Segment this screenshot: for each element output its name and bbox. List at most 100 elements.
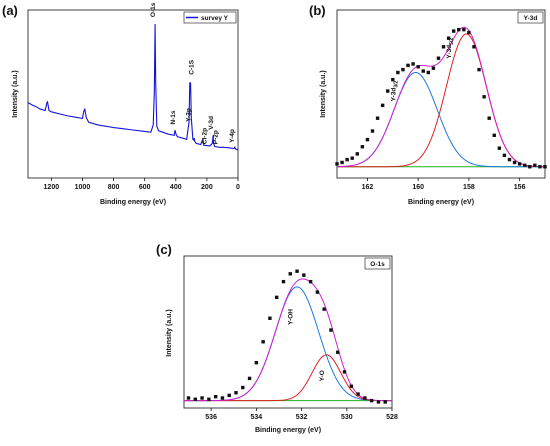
panel-c-x-tick-label: 536 xyxy=(205,414,217,421)
panel-c-x-tick-label: 530 xyxy=(341,414,353,421)
panel-c-xlabel: Binding energy (eV) xyxy=(255,427,321,434)
panel-a-x-tick-label: 800 xyxy=(108,184,120,191)
data-point xyxy=(247,376,252,381)
panel-a-x-tick-label: 1200 xyxy=(44,184,60,191)
panel-a-legend: survey Y xyxy=(183,11,237,24)
y-3d5-2-fit-line xyxy=(337,33,546,168)
panel-a-frame xyxy=(27,9,239,179)
y-o-fit-line xyxy=(184,354,392,402)
data-point xyxy=(363,396,367,400)
data-point xyxy=(472,45,476,49)
data-point xyxy=(186,396,191,400)
data-point xyxy=(416,65,420,69)
data-point xyxy=(446,36,451,40)
data-point xyxy=(375,116,380,120)
panel-c-label: (c) xyxy=(156,242,172,257)
panel-a: (a) 1200 1000 800 600 400 200 0 O-1s C-1S N-1s Y-… xyxy=(2,2,240,206)
data-point xyxy=(462,27,466,32)
data-point xyxy=(342,370,347,374)
panel-b-label: (b) xyxy=(309,3,326,18)
data-point xyxy=(436,56,441,60)
data-point xyxy=(507,157,512,162)
panel-a-x-tick-label: 200 xyxy=(201,184,213,191)
data-point xyxy=(380,103,385,108)
data-point xyxy=(365,137,370,142)
data-point xyxy=(302,273,306,277)
survey-y-line xyxy=(27,24,239,151)
data-point xyxy=(349,384,354,388)
panel-b-x-tick-label: 162 xyxy=(362,184,374,191)
data-point xyxy=(502,153,507,158)
data-point xyxy=(220,396,225,400)
panel-a-xlabel: Binding energy (eV) xyxy=(100,199,166,206)
data-point xyxy=(421,69,425,73)
data-point xyxy=(355,152,359,156)
peak-label-n-1s: N-1s xyxy=(170,110,177,124)
data-point xyxy=(207,397,211,402)
panel-c-x-tick-label: 534 xyxy=(251,414,263,421)
panel-b-frame xyxy=(336,9,546,179)
panel-a-peak-labels: O-1s C-1S N-1s Y-3p Cl-2pV-3dP-2p Y-4p xyxy=(150,2,236,144)
data-point xyxy=(261,340,265,344)
data-point xyxy=(492,133,496,138)
data-point xyxy=(467,30,471,35)
data-point xyxy=(200,396,204,400)
peak-label-y-3d3-2: Y-3d3/2 xyxy=(390,80,399,101)
panel-a-ylabel: Intensity (a.u.) xyxy=(12,70,19,117)
data-point xyxy=(441,45,446,49)
panel-b-title-frame xyxy=(517,11,544,24)
data-point xyxy=(360,145,365,149)
data-point xyxy=(370,129,375,133)
data-point xyxy=(336,350,340,354)
panel-b-title-box: Y-3d xyxy=(517,11,544,24)
data-point xyxy=(345,157,349,162)
data-point xyxy=(396,70,400,75)
panel-c-x-ticks: 536 534 532 530 528 xyxy=(205,408,398,421)
data-point xyxy=(213,394,218,399)
data-point xyxy=(376,400,381,404)
peak-label-v-3d: V-3d xyxy=(208,116,215,130)
peak-label-p-2p: P-2p xyxy=(212,130,219,144)
data-point xyxy=(457,27,461,32)
data-point xyxy=(350,156,354,160)
data-point xyxy=(268,316,272,320)
data-point xyxy=(401,67,405,72)
panel-b-x-ticks: 162 160 158 156 xyxy=(362,178,526,191)
peak-label-y-o: Y-O xyxy=(319,370,326,381)
legend-box xyxy=(183,11,237,24)
data-point xyxy=(451,29,456,33)
data-point xyxy=(543,165,547,169)
data-point xyxy=(335,162,339,166)
peak-label-y-3d5-2: Y-3d5/2 xyxy=(446,38,455,59)
data-point xyxy=(329,328,333,332)
legend-entry-survey-y: survey Y xyxy=(201,15,229,22)
panel-c-x-tick-label: 532 xyxy=(296,414,308,421)
panel-c: (c) 536 534 532 530 528 O-1s Y-OH Y-O Binding… xyxy=(156,242,398,434)
data-point xyxy=(538,165,542,169)
data-point xyxy=(426,70,431,75)
panel-c-frame xyxy=(183,255,393,409)
data-point xyxy=(295,269,299,273)
y-oh-fit-line xyxy=(184,286,393,402)
peak-label-cl-2p: Cl-2p xyxy=(201,128,208,144)
panel-b-x-tick-label: 160 xyxy=(412,184,424,191)
data-point xyxy=(322,307,326,311)
panel-b-title: Y-3d xyxy=(524,15,538,22)
panel-c-x-tick-label: 528 xyxy=(386,414,398,421)
data-point xyxy=(517,162,522,166)
data-point xyxy=(227,393,231,398)
panel-a-x-ticks: 1200 1000 800 600 400 200 0 xyxy=(44,178,240,191)
y-3d3-2-fit-line xyxy=(336,72,545,168)
data-point xyxy=(512,160,517,165)
data-point xyxy=(193,397,198,402)
panel-a-x-tick-label: 0 xyxy=(236,184,240,191)
data-point xyxy=(487,116,491,120)
panel-b-data-points xyxy=(335,27,547,169)
panel-a-label: (a) xyxy=(2,3,18,18)
panel-b-x-tick-label: 158 xyxy=(463,184,475,191)
data-point xyxy=(533,163,537,168)
data-point xyxy=(411,62,415,66)
data-point xyxy=(274,295,279,300)
peak-label-o-1s: O-1s xyxy=(150,2,157,17)
